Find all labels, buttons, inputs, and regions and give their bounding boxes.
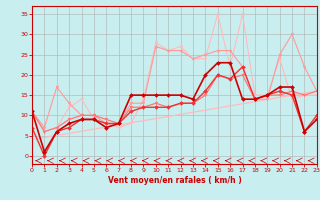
X-axis label: Vent moyen/en rafales ( km/h ): Vent moyen/en rafales ( km/h ) — [108, 176, 241, 185]
